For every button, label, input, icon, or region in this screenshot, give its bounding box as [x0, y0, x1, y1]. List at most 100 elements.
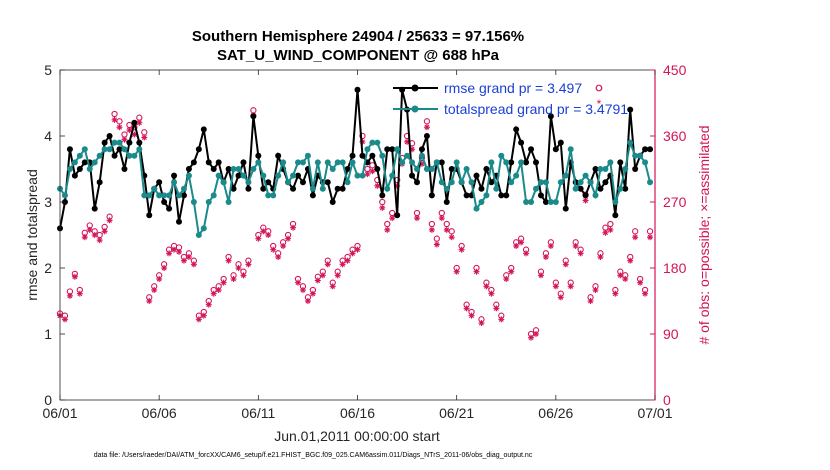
rmse-point [473, 172, 480, 179]
rmse-point [71, 172, 78, 179]
obs-assimilated-point [200, 312, 207, 319]
totalspread-point [161, 192, 168, 199]
rmse-point [146, 212, 153, 219]
obs-possible-point [359, 132, 366, 140]
y2-tick-label: 0 [663, 392, 671, 408]
rmse-point [518, 139, 525, 146]
rmse-point [66, 146, 73, 153]
rmse-point [612, 212, 619, 219]
totalspread-point [81, 146, 88, 153]
totalspread-point [369, 139, 376, 146]
totalspread-point [185, 172, 192, 179]
totalspread-point [329, 166, 336, 172]
totalspread-point [151, 185, 158, 192]
obs-assimilated-point [488, 290, 495, 297]
y2-axis-label: # of obs: o=possible; ×=assimilated [696, 125, 712, 344]
rmse-point [344, 166, 351, 172]
chart-title: Southern Hemisphere 24904 / 25633 = 97.1… [192, 28, 524, 45]
y-axis-right: 0 90 180 270 360 450 [650, 62, 687, 408]
obs-assimilated-point [567, 283, 574, 290]
obs-assimilated-point [166, 250, 173, 257]
obs-assimilated-point [518, 239, 525, 246]
rmse-point [627, 106, 634, 113]
totalspread-point [557, 179, 564, 186]
totalspread-point [230, 166, 237, 172]
totalspread-point [319, 185, 326, 192]
rmse-point [195, 146, 202, 153]
legend-assimilated-marker: * [597, 97, 602, 111]
totalspread-point [166, 192, 173, 199]
totalspread-point [121, 146, 128, 153]
rmse-point [225, 166, 232, 172]
y2-tick-label: 270 [663, 194, 687, 210]
totalspread-point [76, 152, 83, 159]
footer-data-file: data file: /Users/raeder/DAI/ATM_forcXX/… [94, 452, 533, 459]
obs-assimilated-point [523, 250, 530, 257]
obs-assimilated-point [76, 290, 83, 297]
rmse-point [81, 159, 88, 166]
totalspread-point [240, 172, 247, 179]
rmse-point [498, 192, 505, 199]
obs-assimilated-point [220, 279, 227, 286]
rmse-point [597, 185, 604, 192]
obs-assimilated-point [627, 257, 634, 264]
totalspread-point [280, 159, 287, 166]
obs-assimilated-point [314, 277, 321, 284]
rmse-point [121, 166, 128, 172]
obs-assimilated-point [364, 171, 371, 178]
rmse-point [136, 139, 143, 146]
legend-rmse-marker [411, 84, 419, 92]
totalspread-point [587, 179, 594, 186]
rmse-point [131, 119, 138, 126]
rmse-point [180, 192, 187, 199]
rmse-point [582, 192, 589, 199]
totalspread-point [453, 159, 460, 166]
totalspread-point [632, 152, 639, 159]
obs-assimilated-point [349, 250, 356, 257]
totalspread-point [384, 185, 391, 192]
rmse-point [250, 113, 257, 120]
obs-assimilated-point [547, 243, 554, 249]
rmse-point [161, 199, 168, 205]
rmse-point [245, 185, 252, 192]
totalspread-point [136, 146, 143, 153]
obs-assimilated-point [275, 254, 282, 260]
totalspread-point [423, 166, 430, 172]
totalspread-point [374, 139, 381, 146]
y-tick-label: 1 [44, 326, 52, 342]
x-tick-label: 06/01 [42, 405, 77, 421]
y-axis-left: 0 1 2 3 4 5 [44, 62, 65, 408]
obs-assimilated-point [542, 254, 549, 260]
rmse-point [557, 139, 564, 146]
rmse-point [76, 166, 83, 172]
totalspread-point [582, 172, 589, 179]
totalspread-point [190, 199, 197, 205]
obs-assimilated-point [508, 268, 515, 275]
rmse-point [478, 185, 485, 192]
rmse-point [513, 126, 520, 133]
obs-assimilated-point [215, 287, 222, 293]
legend-rmse-label: rmse grand pr = 3.497 [444, 80, 582, 96]
y-tick-label: 2 [44, 260, 52, 276]
totalspread-point [409, 159, 416, 166]
totalspread-point [126, 152, 133, 159]
rmse-point [542, 199, 549, 205]
rmse-point [384, 146, 391, 153]
obs-assimilated-point [513, 243, 520, 249]
rmse-point [354, 86, 361, 93]
rmse-point [503, 192, 510, 199]
totalspread-point [379, 152, 386, 159]
obs-assimilated-point [329, 283, 336, 290]
rmse-point [463, 192, 470, 199]
totalspread-point [339, 159, 346, 166]
x-tick-label: 07/01 [637, 405, 672, 421]
obs-assimilated-point [443, 226, 450, 233]
obs-assimilated-point [295, 279, 301, 286]
obs-assimilated-point [299, 287, 306, 293]
totalspread-point [91, 159, 98, 166]
totalspread-point [542, 179, 549, 186]
obs-possible-point [443, 220, 450, 228]
totalspread-point [334, 159, 341, 166]
rmse-point [448, 166, 455, 172]
obs-assimilated-point [533, 331, 539, 337]
